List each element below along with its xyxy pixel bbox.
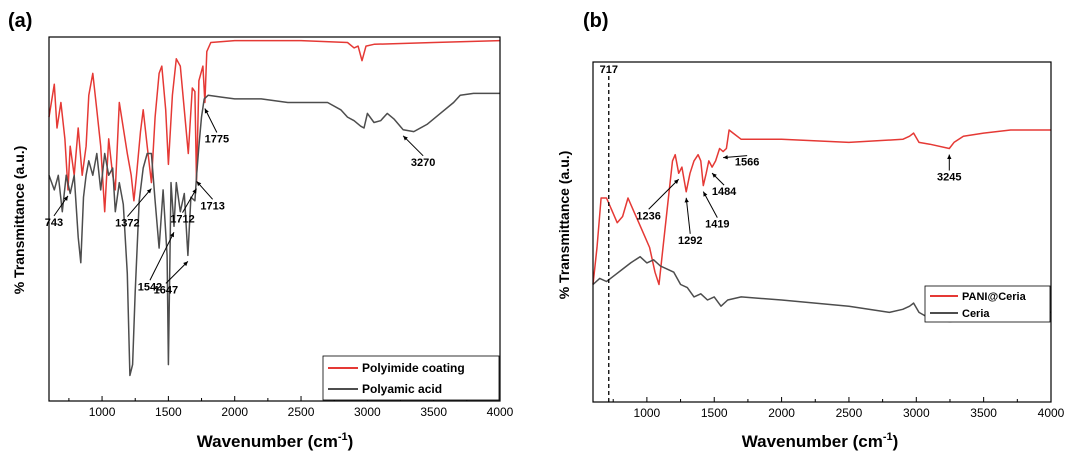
panel-a-label: (a) — [8, 10, 32, 32]
x-tick-label-3000: 3000 — [354, 405, 381, 419]
peak-annotation-1484: 1484 — [711, 172, 737, 198]
peak-label-3245: 3245 — [937, 172, 961, 184]
panel-b: (b) % Transmittance (a.u.) Wavenumber (c… — [556, 10, 1065, 451]
legend-label-polyimide: Polyimide coating — [362, 361, 465, 375]
panel-b-ylabel: % Transmittance (a.u.) — [556, 151, 572, 300]
peak-label-1542: 1542 — [138, 281, 162, 293]
peak-label-1419: 1419 — [705, 219, 729, 231]
panel-b-legend: PANI@Ceria Ceria — [924, 285, 1051, 323]
peak-label-3270: 3270 — [411, 157, 435, 169]
peak-annotation-1566: 1566 — [723, 155, 759, 169]
x-tick-label-2500: 2500 — [288, 405, 315, 419]
legend-label-ceria: Ceria — [962, 308, 990, 320]
panel-a-ylabel: % Transmittance (a.u.) — [11, 146, 27, 295]
peak-annotation-1236: 1236 — [636, 178, 680, 222]
x-tick-label-4000: 4000 — [487, 405, 514, 419]
x-tick-label-3000: 3000 — [903, 406, 930, 420]
peak-annotation-743: 743 — [45, 195, 69, 229]
peak-annotation-1647: 1647 — [154, 261, 189, 296]
peak-label-743: 743 — [45, 217, 63, 229]
peak-label-1566: 1566 — [735, 157, 759, 169]
panel-a-x-axis: 1000 1500 2000 2500 3000 3500 4000 — [68, 396, 514, 419]
panel-a-xlabel: Wavenumber (cm-1) — [197, 431, 354, 451]
panel-b-label: (b) — [583, 10, 609, 32]
peak-annotation-1419: 1419 — [702, 191, 730, 231]
x-tick-label-3500: 3500 — [970, 406, 997, 420]
x-tick-label-2000: 2000 — [768, 406, 795, 420]
peak-annotation-1713: 1713 — [196, 180, 225, 212]
peak-annotation-1712: 1712 — [170, 188, 197, 226]
series-line-polyimide-coating — [48, 39, 501, 213]
panel-b-legend-box — [924, 285, 1051, 323]
series-line-pani-ceria — [592, 129, 1051, 286]
peak-label-1775: 1775 — [205, 134, 229, 146]
series-line-polyamic-acid — [48, 92, 500, 377]
peak-annotation-3270: 3270 — [402, 135, 435, 169]
x-tick-label-1000: 1000 — [89, 405, 116, 419]
x-tick-label-1000: 1000 — [634, 406, 661, 420]
peak-label-1647: 1647 — [154, 284, 178, 296]
x-tick-label-2000: 2000 — [221, 405, 248, 419]
x-tick-label-4000: 4000 — [1038, 406, 1065, 420]
peak-label-1236: 1236 — [636, 210, 660, 222]
x-tick-label-1500: 1500 — [701, 406, 728, 420]
x-tick-label-2500: 2500 — [836, 406, 863, 420]
reference-line-label: 717 — [600, 64, 618, 76]
peak-annotation-1542: 1542 — [138, 232, 175, 293]
peak-annotation-1775: 1775 — [204, 108, 229, 146]
panel-a-frame — [48, 36, 501, 402]
panel-a-legend: Polyimide coating Polyamic acid — [322, 355, 500, 401]
panel-b-x-axis: 1000 1500 2000 2500 3000 3500 4000 — [612, 397, 1065, 420]
peak-label-1484: 1484 — [712, 186, 737, 198]
peak-annotation-3245: 3245 — [937, 154, 962, 184]
legend-label-pani-ceria: PANI@Ceria — [962, 291, 1027, 303]
peak-label-1292: 1292 — [678, 235, 702, 247]
legend-label-polyamic: Polyamic acid — [362, 382, 442, 396]
peak-label-1713: 1713 — [200, 200, 224, 212]
peak-annotation-1292: 1292 — [678, 197, 702, 247]
peak-annotation-1372: 1372 — [115, 188, 152, 230]
panel-a: (a) % Transmittance (a.u.) Wavenumber (c… — [8, 10, 514, 451]
x-tick-label-1500: 1500 — [155, 405, 182, 419]
panel-b-frame — [592, 61, 1052, 403]
panel-b-xlabel: Wavenumber (cm-1) — [742, 431, 899, 451]
panel-a-legend-box — [322, 355, 500, 401]
peak-label-1712: 1712 — [170, 214, 194, 226]
peak-label-1372: 1372 — [115, 218, 139, 230]
x-tick-label-3500: 3500 — [420, 405, 447, 419]
